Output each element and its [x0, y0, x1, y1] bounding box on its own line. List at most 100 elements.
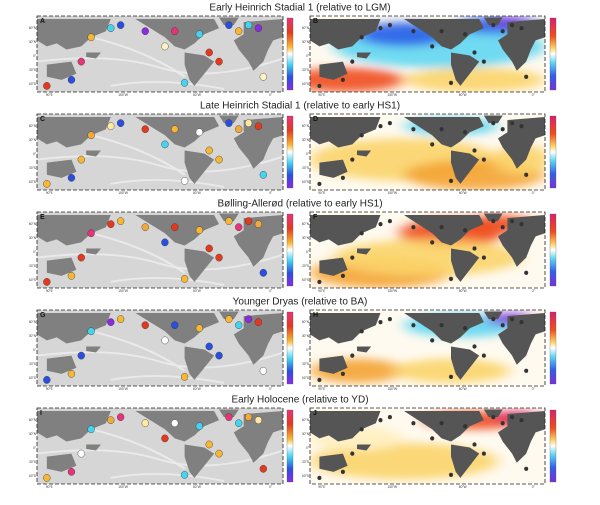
- lat-label: 30°N: [302, 236, 310, 240]
- lon-label: 60°W: [459, 191, 467, 195]
- proxy-site: [116, 217, 125, 225]
- proxy-site: [235, 419, 243, 428]
- lat-label: 60°S: [302, 474, 309, 478]
- proxy-site: [43, 474, 51, 482]
- lon-label: 150°W: [118, 93, 128, 97]
- site: [524, 368, 529, 373]
- site: [500, 225, 505, 230]
- lon-label: 90°E: [46, 93, 53, 97]
- proxy-site: [254, 24, 263, 32]
- colorbar: [549, 115, 557, 189]
- site: [472, 148, 477, 153]
- lon-label: 90°E: [46, 191, 53, 195]
- proxy-site: [77, 155, 85, 164]
- lat-label: 0°: [33, 152, 37, 156]
- lon-label: 0°: [532, 387, 536, 391]
- site: [448, 374, 454, 380]
- proxy-site: [259, 170, 268, 179]
- lat-label: 60°S: [302, 82, 309, 86]
- site: [481, 157, 487, 162]
- site: [491, 414, 496, 420]
- lon-label: 60°W: [459, 93, 467, 97]
- lat-label: 60°S: [29, 278, 36, 282]
- lat-label: 30°S: [302, 460, 309, 464]
- proxy-site: [254, 220, 263, 228]
- map: [310, 212, 545, 288]
- site: [350, 157, 355, 162]
- proxy-site: [67, 370, 76, 378]
- site: [340, 175, 346, 180]
- proxy-site: [215, 449, 223, 458]
- site: [317, 279, 322, 285]
- lon-label: 60°W: [193, 387, 201, 391]
- proxy-site: [254, 318, 263, 326]
- site: [524, 172, 529, 177]
- map-frame: [309, 407, 546, 485]
- map-frame: [36, 309, 284, 387]
- lat-label: 30°N: [302, 40, 310, 44]
- proxy-site: [171, 321, 179, 330]
- site: [462, 424, 468, 429]
- map-frame: [36, 113, 284, 191]
- site: [430, 436, 435, 441]
- site: [509, 120, 515, 126]
- site: [519, 26, 524, 31]
- site: [317, 181, 322, 187]
- site: [387, 414, 393, 420]
- site: [359, 133, 364, 138]
- lat-label: 60°S: [29, 180, 36, 184]
- panel-label: C: [40, 116, 45, 123]
- site: [411, 421, 416, 426]
- lat-label: 60°S: [29, 376, 36, 380]
- panel-title: Late Heinrich Stadial 1 (relative to ear…: [200, 101, 400, 112]
- lon-label: 150°W: [118, 485, 128, 489]
- lat-label: 30°S: [302, 362, 309, 366]
- proxy-site: [215, 57, 223, 66]
- lon-label: 150°W: [387, 289, 397, 293]
- proxy-site: [259, 366, 268, 375]
- site: [317, 475, 322, 481]
- lon-label: 150°W: [387, 387, 397, 391]
- panel-label: J: [313, 410, 317, 417]
- site: [340, 77, 346, 82]
- site: [491, 316, 496, 322]
- proxy-site: [254, 416, 263, 424]
- lon-label: 90°E: [318, 93, 325, 97]
- site: [350, 59, 355, 64]
- site: [359, 329, 364, 334]
- site: [500, 127, 505, 132]
- site: [524, 466, 529, 471]
- panel-label: A: [40, 18, 45, 25]
- site: [359, 427, 364, 432]
- proxy-site: [225, 315, 233, 323]
- site: [378, 124, 383, 129]
- lat-label: 30°S: [29, 68, 36, 72]
- lon-label: 0°: [269, 387, 273, 391]
- site: [340, 469, 346, 474]
- colorbar: [286, 115, 294, 189]
- map-frame: [36, 211, 284, 289]
- proxy-site: [107, 220, 115, 228]
- colorbar: [286, 311, 294, 385]
- proxy-site: [43, 376, 51, 384]
- site: [448, 80, 454, 86]
- lon-label: 150°W: [118, 289, 128, 293]
- site: [340, 371, 346, 376]
- lat-label: 60°S: [302, 180, 309, 184]
- lat-label: 60°S: [29, 474, 36, 478]
- lat-label: 60°S: [29, 82, 36, 86]
- lat-label: 30°N: [29, 138, 37, 142]
- proxy-site: [259, 268, 268, 277]
- panel-label: G: [40, 312, 46, 319]
- proxy-site: [235, 27, 243, 36]
- proxy-site: [180, 79, 189, 87]
- lat-label: 0°: [306, 348, 310, 352]
- proxy-site: [195, 30, 204, 39]
- proxy-site: [180, 275, 189, 283]
- proxy-site: [161, 238, 169, 247]
- proxy-site: [180, 373, 189, 381]
- site: [439, 421, 444, 426]
- proxy-site: [67, 272, 76, 280]
- panel-label: B: [313, 18, 318, 25]
- lon-label: 60°W: [193, 289, 201, 293]
